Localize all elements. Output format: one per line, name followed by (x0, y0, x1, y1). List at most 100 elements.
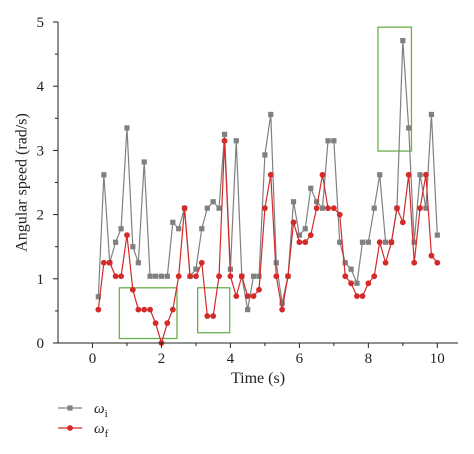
data-point-omega-i (262, 152, 268, 158)
data-point-omega-i (348, 266, 354, 272)
data-point-omega-f (244, 293, 251, 300)
x-tick-label: 2 (158, 351, 166, 367)
data-point-omega-i (135, 260, 141, 266)
highlight-box-1 (118, 287, 178, 340)
legend-marker-omega-i (67, 405, 73, 411)
data-point-omega-i (273, 260, 279, 266)
data-point-omega-i (406, 125, 412, 131)
data-point-omega-f (388, 239, 395, 246)
data-point-omega-i (250, 273, 257, 279)
data-point-omega-f (342, 273, 349, 280)
data-point-omega-i (147, 273, 153, 279)
data-point-omega-f (302, 239, 309, 246)
highlight-boxes (118, 26, 413, 340)
data-point-omega-f (187, 273, 193, 280)
data-point-omega-f (135, 306, 142, 313)
y-tick-label: 4 (37, 79, 45, 95)
data-point-omega-i (170, 219, 176, 225)
y-tick-label: 5 (37, 15, 45, 31)
x-tick-label: 0 (89, 351, 97, 367)
data-point-omega-f (227, 273, 234, 280)
data-point-omega-f (354, 293, 360, 300)
data-point-omega-f (273, 273, 280, 280)
data-point-omega-i (434, 232, 440, 238)
data-point-omega-i (279, 300, 285, 306)
data-point-omega-f (319, 171, 326, 178)
data-point-omega-f (365, 280, 372, 287)
data-point-omega-f (267, 171, 274, 178)
highlight-box-3 (377, 26, 413, 152)
data-point-omega-f (250, 293, 257, 300)
data-point-omega-i (331, 138, 337, 144)
data-point-omega-f (124, 232, 130, 239)
data-point-omega-f (152, 320, 159, 326)
data-point-omega-f (169, 306, 176, 313)
data-point-omega-f (112, 273, 119, 280)
data-point-omega-f (376, 239, 383, 246)
data-point-omega-f (313, 205, 320, 212)
data-point-omega-f (256, 286, 262, 293)
series-line-omega-i (97, 40, 438, 310)
data-point-omega-i (193, 266, 199, 272)
data-point-omega-f (290, 219, 297, 226)
data-point-omega-f (382, 259, 389, 266)
x-tick-label: 10 (430, 351, 445, 367)
data-point-omega-f (198, 259, 205, 266)
data-point-omega-f (330, 205, 337, 212)
data-point-omega-f (181, 205, 188, 212)
data-point-omega-i (371, 205, 377, 211)
series-layer (95, 38, 441, 346)
data-point-omega-f (411, 259, 418, 266)
data-point-omega-i (152, 273, 159, 279)
data-point-omega-f (399, 219, 406, 226)
y-tick-label: 1 (37, 272, 45, 288)
data-point-omega-i (158, 273, 165, 279)
data-point-omega-i (308, 185, 314, 191)
data-point-omega-i (164, 273, 170, 279)
data-point-omega-f (279, 306, 286, 313)
legend-label-omega-i: ωi (94, 401, 108, 420)
data-point-omega-i (95, 294, 101, 300)
data-point-omega-f (238, 273, 245, 280)
data-point-omega-i (359, 239, 366, 245)
data-point-omega-f (285, 273, 291, 280)
x-tick-label: 8 (365, 351, 373, 367)
data-point-omega-f (129, 286, 136, 293)
data-point-omega-i (124, 125, 130, 131)
x-tick-label: 4 (227, 351, 235, 367)
data-point-omega-i (342, 260, 348, 266)
legend-label-omega-f: ωf (94, 421, 109, 440)
data-point-omega-i (141, 159, 147, 165)
data-point-omega-i (176, 226, 182, 232)
data-point-omega-i (423, 205, 429, 211)
highlight-box-2 (197, 287, 231, 334)
data-point-omega-i (354, 280, 360, 286)
data-point-omega-f (434, 259, 441, 266)
data-point-omega-f (371, 273, 378, 280)
data-point-omega-i (296, 232, 302, 238)
data-point-omega-i (216, 205, 222, 211)
data-point-omega-i (337, 239, 343, 245)
data-point-omega-i (428, 111, 435, 118)
data-point-omega-f (210, 313, 217, 319)
data-point-omega-i (411, 239, 417, 245)
data-point-omega-i (118, 226, 124, 232)
data-point-omega-i (400, 38, 406, 44)
data-point-omega-i (319, 205, 326, 211)
data-point-omega-f (164, 320, 171, 326)
data-point-omega-f (348, 280, 355, 287)
data-point-omega-f (95, 306, 102, 313)
data-point-omega-f (216, 273, 222, 280)
data-point-omega-f (233, 293, 240, 300)
data-point-omega-i (112, 239, 119, 245)
y-tick-label: 3 (37, 143, 45, 159)
data-point-omega-i (256, 273, 262, 279)
data-point-omega-f (359, 293, 366, 300)
data-point-omega-f (325, 205, 331, 212)
data-point-omega-f (296, 239, 303, 246)
data-point-omega-i (382, 239, 389, 245)
data-point-omega-i (130, 244, 136, 250)
data-point-omega-f (423, 171, 429, 178)
data-point-omega-i (365, 239, 371, 245)
